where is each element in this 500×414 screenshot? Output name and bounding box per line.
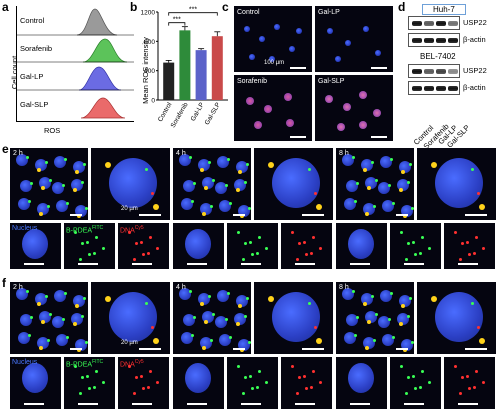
blot-bel-actin xyxy=(408,81,460,95)
channel-pdea-8h xyxy=(390,357,441,409)
panel-d-label: d xyxy=(398,0,406,14)
channel-dna-4h xyxy=(281,223,332,269)
scale-label: 100 µm xyxy=(264,60,285,66)
panel-e-label: e xyxy=(2,142,9,156)
micro-label-control: Control xyxy=(237,9,260,16)
scale-bar xyxy=(290,136,306,138)
channel-pdea-4h xyxy=(227,223,278,269)
channel-dna-2h: DNACy5 xyxy=(118,357,169,409)
micrograph-control: Control 100 µm xyxy=(234,6,312,72)
channel-nucleus-8h xyxy=(336,223,387,269)
zoom-cell-8h xyxy=(417,282,496,354)
bar-gal-lp xyxy=(195,50,207,100)
blot-huh7-usp22 xyxy=(408,16,460,30)
hist-label-gal-lp: Gal-LP xyxy=(20,72,44,81)
sig-label: *** xyxy=(173,17,181,24)
protein-usp22: USP22 xyxy=(463,18,487,27)
bar-control xyxy=(163,62,175,100)
micrograph-gal-lp: Gal-LP xyxy=(315,6,393,72)
histogram-overlay xyxy=(17,8,134,119)
channel-nucleus-8h xyxy=(336,357,387,409)
hist-label-control: Control xyxy=(20,16,45,25)
bar-sorafenib xyxy=(179,30,191,100)
panel-a-label: a xyxy=(2,0,9,14)
channel-pdea-4h xyxy=(227,357,278,409)
overview-8h: 8 h xyxy=(336,282,414,354)
y-tick-label: 1200 xyxy=(141,10,156,17)
panel-d-western: Huh-7 USP22 β-actin BEL-7402 USP22 β-act… xyxy=(408,4,500,151)
zoom-cell-2h: 20 µm xyxy=(91,282,170,354)
cell-line-bel7402: BEL-7402 xyxy=(420,52,456,61)
channel-dna-2h: DNACy5 xyxy=(118,223,169,269)
zoom-cell-4h xyxy=(254,282,333,354)
zoom-cell-2h: 20 µm xyxy=(91,148,170,220)
cell-line-huh7: Huh-7 xyxy=(422,4,466,15)
protein-actin: β-actin xyxy=(463,35,486,44)
channel-dna-4h xyxy=(281,357,332,409)
scale-bar xyxy=(371,67,387,69)
x-tick-label: Gal-SLP xyxy=(204,102,222,127)
bar-gal-slp xyxy=(211,36,223,100)
overview-2h: 2 h xyxy=(10,148,88,220)
x-tick-label: Gal-LP xyxy=(190,102,206,123)
hist-ylabel: Cell count xyxy=(10,55,20,90)
panel-e-grid: 2 h 20 µm Nucleus B-PDEAFITC DNACy5 4 h 8 h xyxy=(10,148,498,272)
overview-2h: 2 h xyxy=(10,282,88,354)
channel-dna-8h xyxy=(444,357,495,409)
overview-4h: 4 h xyxy=(173,282,251,354)
panel-c-label: c xyxy=(222,0,229,14)
scale-bar xyxy=(290,67,306,69)
time-label: 2 h xyxy=(13,284,23,291)
sig-bracket xyxy=(168,12,218,16)
zoom-cell-4h xyxy=(254,148,333,220)
micro-label-gal-lp: Gal-LP xyxy=(318,9,340,16)
channel-pdea-8h xyxy=(390,223,441,269)
time-label: 8 h xyxy=(339,284,349,291)
panel-f-grid: 2 h 20 µm Nucleus B-PDEAFITC DNACy5 4 h 8 h xyxy=(10,282,498,412)
micro-label-sorafenib: Sorafenib xyxy=(237,78,267,85)
hist-xlabel: ROS xyxy=(44,126,61,135)
scale-label: 20 µm xyxy=(121,340,138,346)
sig-label: *** xyxy=(189,7,197,14)
blot-huh7-actin xyxy=(408,33,460,47)
channel-nucleus-2h: Nucleus xyxy=(10,357,61,409)
hist-label-gal-slp: Gal-SLP xyxy=(20,100,49,109)
micro-label-gal-slp: Gal-SLP xyxy=(318,78,345,85)
micrograph-gal-slp: Gal-SLP xyxy=(315,75,393,141)
y-tick-label: 0 xyxy=(151,98,155,105)
sig-bracket xyxy=(168,22,186,26)
panel-c-grid: Control 100 µm Gal-LP Sorafenib Gal-SLP xyxy=(234,6,394,142)
time-label: 4 h xyxy=(176,150,186,157)
channel-nucleus-2h: Nucleus xyxy=(10,223,61,269)
channel-pdea-2h: B-PDEAFITC xyxy=(64,357,115,409)
overview-4h: 4 h xyxy=(173,148,251,220)
blot-bel-usp22 xyxy=(408,64,460,78)
time-label: 8 h xyxy=(339,150,349,157)
protein-usp22-2: USP22 xyxy=(463,66,487,75)
panel-a-histograms: Control Sorafenib Gal-LP Gal-SLP ROS xyxy=(14,6,134,136)
zoom-cell-8h xyxy=(417,148,496,220)
channel-nucleus-4h xyxy=(173,223,224,269)
overview-8h: 8 h xyxy=(336,148,414,220)
hist-label-sorafenib: Sorafenib xyxy=(20,44,53,53)
channel-dna-8h xyxy=(444,223,495,269)
channel-nucleus-4h xyxy=(173,357,224,409)
panel-b-label: b xyxy=(130,0,138,14)
scale-label: 20 µm xyxy=(121,206,138,212)
y-tick-label: 400 xyxy=(144,68,155,75)
time-label: 4 h xyxy=(176,284,186,291)
scale-bar xyxy=(371,136,387,138)
panel-f-label: f xyxy=(2,276,6,290)
x-tick-label: Control xyxy=(157,101,174,123)
time-label: 2 h xyxy=(13,150,23,157)
protein-actin-2: β-actin xyxy=(463,83,486,92)
channel-pdea-2h: B-PDEAFITC xyxy=(64,223,115,269)
micrograph-sorafenib: Sorafenib xyxy=(234,75,312,141)
y-tick-label: 800 xyxy=(144,39,155,46)
